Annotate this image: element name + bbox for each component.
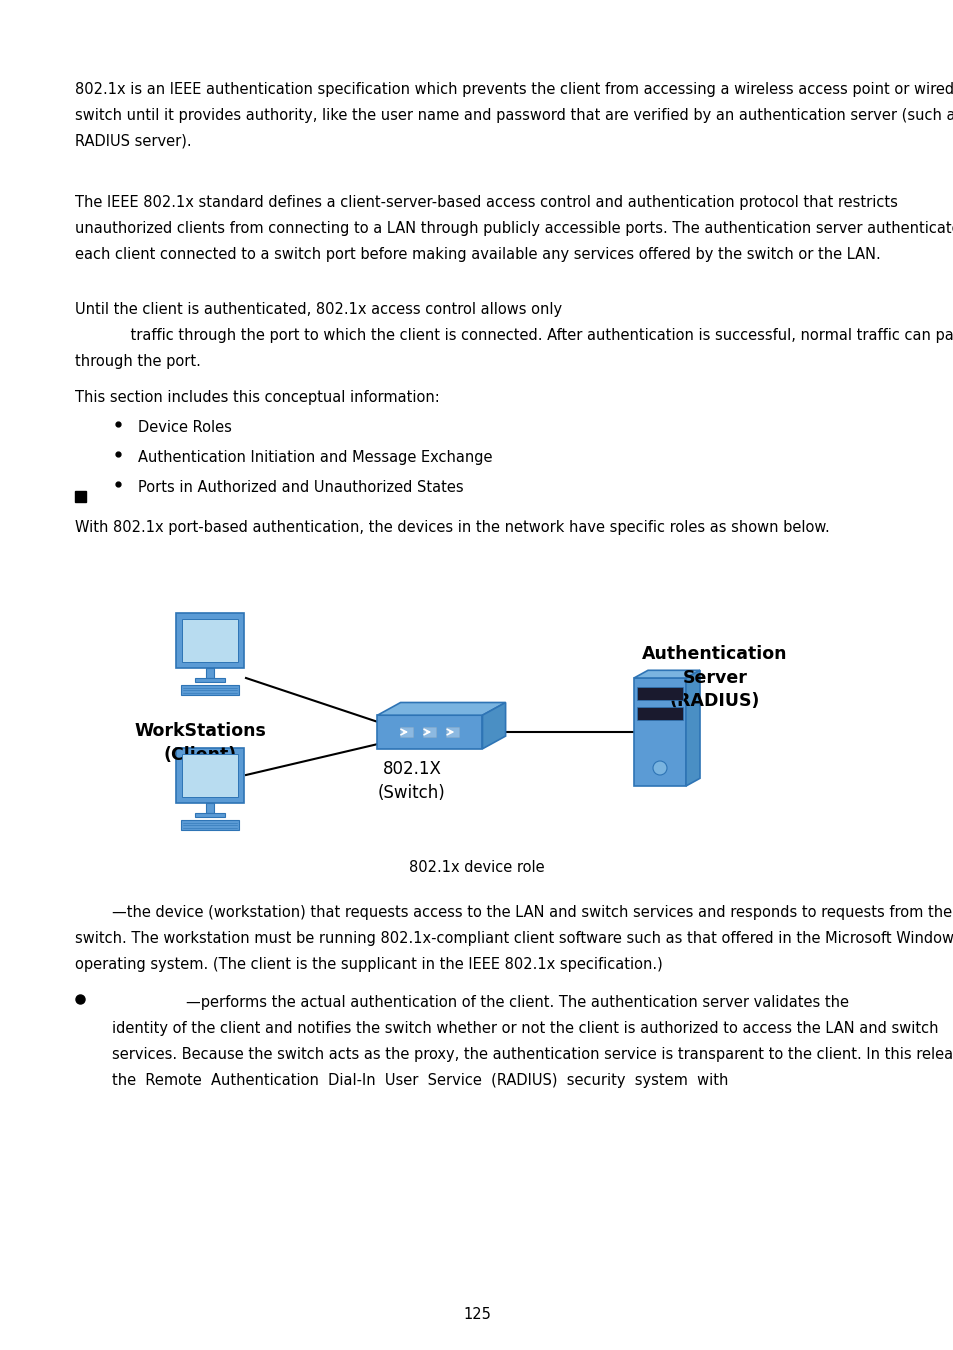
Text: This section includes this conceptual information:: This section includes this conceptual in…: [75, 390, 439, 405]
Circle shape: [652, 761, 666, 775]
FancyBboxPatch shape: [175, 748, 244, 803]
Text: 802.1x device role: 802.1x device role: [409, 860, 544, 875]
Text: Device Roles: Device Roles: [138, 420, 232, 435]
Text: the  Remote  Authentication  Dial-In  User  Service  (RADIUS)  security  system : the Remote Authentication Dial-In User S…: [75, 1073, 727, 1088]
Polygon shape: [634, 671, 700, 678]
Polygon shape: [377, 702, 505, 716]
Bar: [180, 686, 239, 695]
Bar: [75, 491, 86, 502]
Bar: [422, 726, 436, 737]
Text: services. Because the switch acts as the proxy, the authentication service is tr: services. Because the switch acts as the…: [75, 1048, 953, 1062]
FancyBboxPatch shape: [175, 613, 244, 668]
Bar: [445, 726, 459, 737]
Bar: [180, 821, 239, 830]
Bar: [634, 678, 685, 786]
Text: switch. The workstation must be running 802.1x-compliant client software such as: switch. The workstation must be running …: [75, 931, 953, 946]
Text: Authentication Initiation and Message Exchange: Authentication Initiation and Message Ex…: [138, 450, 492, 464]
Text: Ports in Authorized and Unauthorized States: Ports in Authorized and Unauthorized Sta…: [138, 481, 463, 495]
Text: Authentication
Server
(RADIUS): Authentication Server (RADIUS): [641, 645, 787, 710]
Text: operating system. (The client is the supplicant in the IEEE 802.1x specification: operating system. (The client is the sup…: [75, 957, 662, 972]
Text: through the port.: through the port.: [75, 354, 201, 369]
Bar: [637, 687, 682, 701]
Bar: [637, 707, 682, 720]
FancyBboxPatch shape: [182, 753, 237, 798]
Polygon shape: [685, 671, 700, 786]
Text: WorkStations
(Client): WorkStations (Client): [134, 722, 266, 764]
Polygon shape: [482, 702, 505, 749]
Text: each client connected to a switch port before making available any services offe: each client connected to a switch port b…: [75, 247, 880, 262]
Bar: [399, 726, 413, 737]
Text: 125: 125: [462, 1307, 491, 1322]
FancyBboxPatch shape: [182, 618, 237, 663]
Text: unauthorized clients from connecting to a LAN through publicly accessible ports.: unauthorized clients from connecting to …: [75, 221, 953, 236]
Text: identity of the client and notifies the switch whether or not the client is auth: identity of the client and notifies the …: [75, 1021, 938, 1035]
Text: 802.1x is an IEEE authentication specification which prevents the client from ac: 802.1x is an IEEE authentication specifi…: [75, 82, 953, 97]
Text: Until the client is authenticated, 802.1x access control allows only: Until the client is authenticated, 802.1…: [75, 302, 561, 317]
Text: 802.1X
(Switch): 802.1X (Switch): [377, 760, 445, 802]
Text: RADIUS server).: RADIUS server).: [75, 134, 192, 148]
Text: The IEEE 802.1x standard defines a client-server-based access control and authen: The IEEE 802.1x standard defines a clien…: [75, 194, 897, 211]
Text: switch until it provides authority, like the user name and password that are ver: switch until it provides authority, like…: [75, 108, 953, 123]
Bar: [194, 813, 225, 817]
Bar: [206, 668, 214, 678]
Text: traffic through the port to which the client is connected. After authentication : traffic through the port to which the cl…: [75, 328, 953, 343]
Bar: [377, 716, 482, 749]
Text: —the device (workstation) that requests access to the LAN and switch services an: —the device (workstation) that requests …: [75, 904, 951, 919]
Text: —performs the actual authentication of the client. The authentication server val: —performs the actual authentication of t…: [75, 995, 848, 1010]
Text: With 802.1x port-based authentication, the devices in the network have specific : With 802.1x port-based authentication, t…: [75, 520, 829, 535]
Bar: [206, 803, 214, 813]
Bar: [194, 678, 225, 682]
